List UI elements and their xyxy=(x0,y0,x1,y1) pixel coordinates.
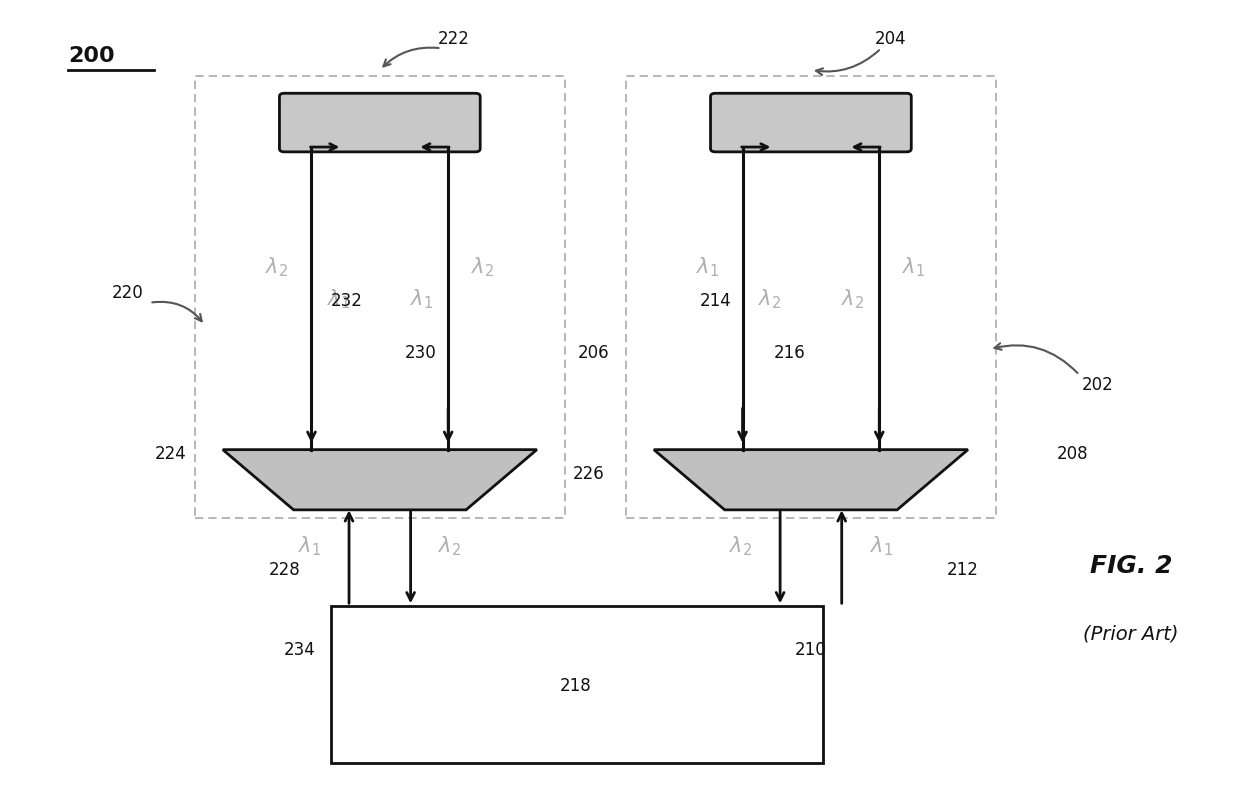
Bar xyxy=(331,606,823,762)
Polygon shape xyxy=(223,449,537,510)
Text: 218: 218 xyxy=(559,677,591,696)
Text: $\lambda_2$: $\lambda_2$ xyxy=(471,255,495,279)
Polygon shape xyxy=(653,449,968,510)
Text: 220: 220 xyxy=(112,284,143,303)
Text: $\lambda_1$: $\lambda_1$ xyxy=(327,287,350,311)
Text: $\lambda_1$: $\lambda_1$ xyxy=(869,534,893,558)
Text: FIG. 2: FIG. 2 xyxy=(1090,554,1172,578)
Text: 208: 208 xyxy=(1058,444,1089,462)
Text: 206: 206 xyxy=(578,345,610,363)
Text: $\lambda_1$: $\lambda_1$ xyxy=(298,534,321,558)
Text: 204: 204 xyxy=(875,31,906,49)
Text: 200: 200 xyxy=(68,46,115,67)
Text: $\lambda_1$: $\lambda_1$ xyxy=(409,287,433,311)
Text: $\lambda_2$: $\lambda_2$ xyxy=(265,255,289,279)
FancyBboxPatch shape xyxy=(711,93,911,152)
Text: 224: 224 xyxy=(155,444,186,462)
FancyBboxPatch shape xyxy=(279,93,480,152)
Text: $\lambda_2$: $\lambda_2$ xyxy=(729,534,753,558)
Text: $\lambda_1$: $\lambda_1$ xyxy=(697,255,719,279)
Text: $\lambda_2$: $\lambda_2$ xyxy=(439,534,461,558)
Text: 222: 222 xyxy=(438,31,470,49)
Text: $\lambda_2$: $\lambda_2$ xyxy=(841,287,864,311)
Text: 202: 202 xyxy=(1081,376,1114,394)
Bar xyxy=(626,76,996,518)
Text: 214: 214 xyxy=(701,292,732,310)
Text: 228: 228 xyxy=(269,561,301,579)
Text: $\lambda_2$: $\lambda_2$ xyxy=(758,287,781,311)
Text: 210: 210 xyxy=(795,642,827,659)
Text: 232: 232 xyxy=(331,292,362,310)
Text: 226: 226 xyxy=(573,465,605,483)
Text: (Prior Art): (Prior Art) xyxy=(1084,624,1179,644)
Bar xyxy=(195,76,564,518)
Text: 216: 216 xyxy=(774,345,806,363)
Text: $\lambda_1$: $\lambda_1$ xyxy=(903,255,925,279)
Text: 234: 234 xyxy=(284,642,316,659)
Text: 230: 230 xyxy=(404,345,436,363)
Text: 212: 212 xyxy=(946,561,978,579)
